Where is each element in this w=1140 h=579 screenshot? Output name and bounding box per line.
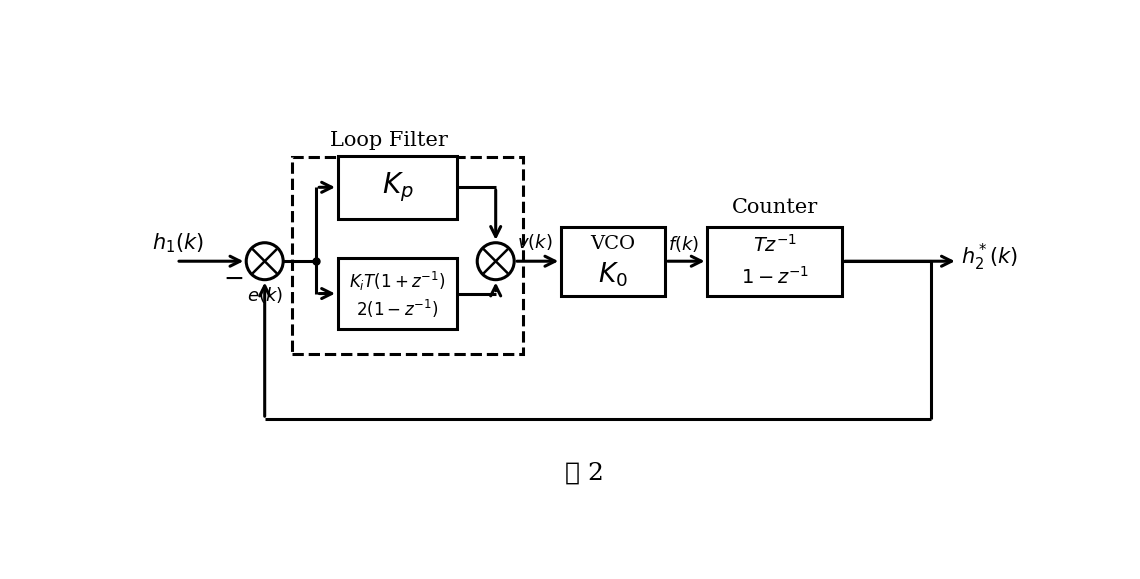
Text: $h_2^*(k)$: $h_2^*(k)$ [961,242,1018,273]
Text: $K_p$: $K_p$ [382,170,414,204]
Text: 图 2: 图 2 [564,461,604,485]
Text: $1-z^{-1}$: $1-z^{-1}$ [741,266,809,288]
Bar [708,226,842,296]
Text: $f(k)$: $f(k)$ [668,233,700,254]
Circle shape [478,243,514,280]
Text: $K_iT(1+z^{-1})$: $K_iT(1+z^{-1})$ [349,270,446,293]
Text: $K_0$: $K_0$ [598,261,628,290]
Text: Counter: Counter [732,199,817,217]
Text: $2(1-z^{-1})$: $2(1-z^{-1})$ [357,298,439,320]
Text: $e(k)$: $e(k)$ [246,285,283,305]
Text: $-$: $-$ [222,266,243,290]
Text: $Tz^{-1}$: $Tz^{-1}$ [752,234,797,256]
Bar [292,157,522,354]
Circle shape [246,243,283,280]
Bar [337,156,457,219]
Bar [337,258,457,329]
Bar [561,226,665,296]
Text: $h_1(k)$: $h_1(k)$ [152,232,203,255]
Text: Loop Filter: Loop Filter [329,130,448,149]
Text: $v(k)$: $v(k)$ [518,232,553,252]
Text: VCO: VCO [591,235,636,253]
